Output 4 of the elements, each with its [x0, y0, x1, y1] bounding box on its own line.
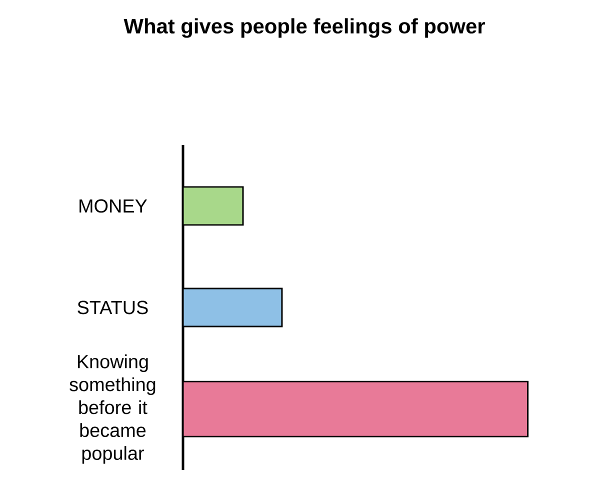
- y-tick-label: MONEY: [80, 199, 148, 213]
- y-tick-label: Knowing something before it became popular: [70, 354, 156, 464]
- y-tick-label: STATUS: [78, 300, 148, 314]
- chart-title: What gives people feelings of power: [124, 18, 485, 38]
